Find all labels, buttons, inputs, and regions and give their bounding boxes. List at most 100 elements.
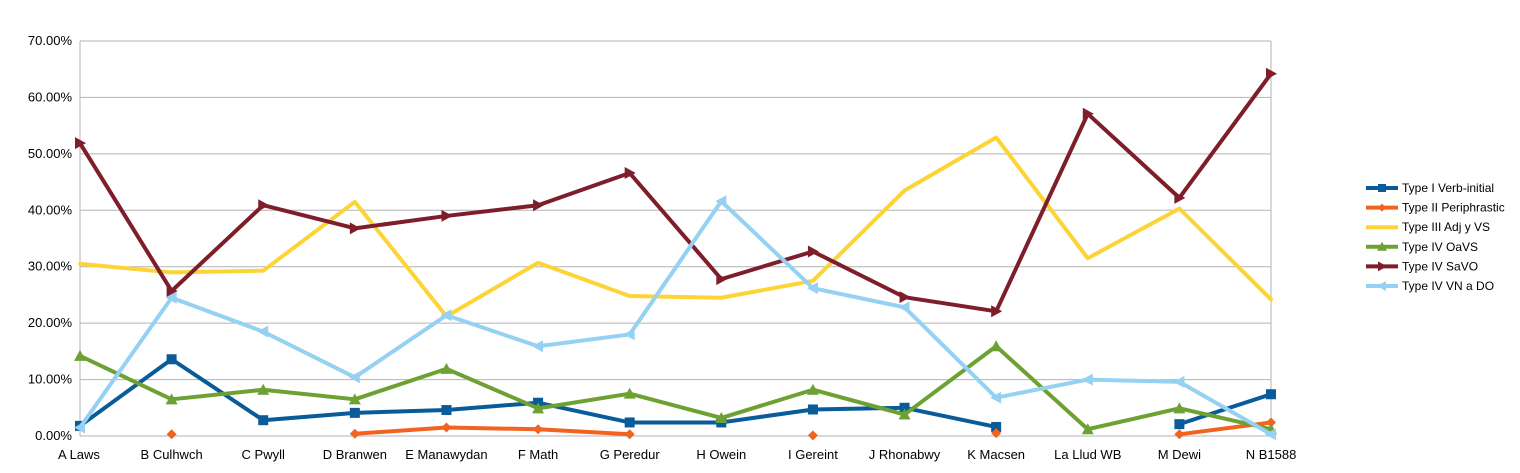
x-tick-label: G Peredur	[600, 447, 661, 462]
plot-area	[79, 41, 1272, 436]
data-point	[807, 430, 818, 441]
y-axis: 0.00% 10.00% 20.00% 30.00% 40.00% 50.00% 60.00…	[28, 33, 73, 443]
data-point	[991, 305, 1003, 318]
legend-label: Type II Periphrastic	[1402, 201, 1505, 215]
data-point	[258, 415, 269, 426]
series-type-iv-oavs	[74, 340, 1277, 435]
data-point	[74, 349, 86, 361]
data-point	[1173, 402, 1186, 414]
series-type-iii-adj-y-vs	[78, 135, 1273, 319]
series-type-i-verb-initial	[75, 354, 1276, 432]
legend-item: Type II Periphrastic	[1366, 201, 1505, 215]
data-point	[991, 428, 1002, 439]
y-tick-label: 0.00%	[35, 428, 72, 443]
data-point	[624, 429, 635, 440]
legend-item: Type IV OaVS	[1366, 240, 1478, 254]
legend: Type I Verb-initial Type II Periphrastic T…	[1366, 181, 1505, 293]
x-axis: A Laws B Culhwch C Pwyll D Branwen E Manawyd…	[58, 447, 1296, 462]
data-point	[349, 407, 360, 418]
x-tick-label: B Culhwch	[141, 447, 203, 462]
data-point	[441, 405, 452, 416]
x-tick-label: K Macsen	[967, 447, 1025, 462]
series-line	[78, 135, 1273, 319]
x-tick-label: I Gereint	[788, 447, 838, 462]
x-tick-label: C Pwyll	[242, 447, 285, 462]
y-tick-label: 20.00%	[28, 315, 73, 330]
data-point	[716, 273, 728, 286]
data-point	[1265, 428, 1276, 441]
series-type-iv-savo	[75, 67, 1277, 318]
data-point	[349, 222, 361, 235]
legend-label: Type IV VN a DO	[1402, 279, 1494, 293]
data-point	[1081, 373, 1093, 386]
data-point	[1174, 191, 1186, 204]
x-tick-label: A Laws	[58, 447, 100, 462]
data-point	[348, 371, 360, 384]
x-tick-label: M Dewi	[1158, 447, 1201, 462]
data-point	[715, 195, 727, 208]
data-point	[807, 404, 818, 415]
data-point	[257, 383, 270, 395]
x-tick-label: F Math	[518, 447, 558, 462]
data-point	[1081, 423, 1094, 435]
data-point	[258, 199, 270, 212]
data-point	[441, 422, 452, 433]
data-point	[807, 245, 819, 258]
data-point	[257, 325, 269, 338]
data-point	[1378, 203, 1386, 212]
y-tick-label: 40.00%	[28, 202, 73, 217]
legend-label: Type I Verb-initial	[1402, 181, 1494, 195]
data-point	[623, 387, 636, 399]
data-point	[715, 411, 728, 423]
data-point	[624, 417, 635, 428]
legend-item: Type I Verb-initial	[1366, 181, 1494, 195]
legend-item: Type IV SaVO	[1366, 259, 1478, 273]
y-tick-label: 50.00%	[28, 146, 73, 161]
x-tick-label: N B1588	[1246, 447, 1297, 462]
x-tick-label: D Branwen	[323, 447, 387, 462]
data-point	[898, 301, 910, 314]
data-point	[1377, 241, 1387, 251]
data-point	[441, 209, 453, 222]
data-point	[806, 383, 819, 395]
data-point	[623, 328, 635, 341]
data-point	[440, 362, 453, 374]
series-line	[352, 425, 632, 437]
x-tick-label: H Owein	[696, 447, 746, 462]
data-point	[1266, 389, 1276, 400]
data-point	[1174, 429, 1185, 440]
data-point	[74, 421, 85, 434]
data-point	[624, 167, 636, 180]
data-point	[899, 291, 911, 304]
data-point	[1173, 375, 1185, 388]
legend-item: Type IV VN a DO	[1366, 279, 1494, 293]
data-point	[532, 340, 544, 353]
legend-label: Type III Adj y VS	[1402, 220, 1490, 234]
data-point	[991, 421, 1002, 432]
data-point	[440, 309, 452, 322]
data-point	[166, 354, 177, 365]
data-point	[1266, 417, 1276, 428]
data-point	[1378, 261, 1387, 272]
data-point	[532, 402, 545, 414]
legend-label: Type IV OaVS	[1402, 240, 1478, 254]
data-point	[806, 282, 818, 295]
data-point	[165, 291, 177, 304]
data-point	[75, 137, 86, 150]
y-tick-label: 60.00%	[28, 89, 73, 104]
y-tick-label: 30.00%	[28, 259, 73, 274]
data-point	[990, 340, 1003, 352]
data-point	[166, 284, 178, 297]
legend-label: Type IV SaVO	[1402, 259, 1478, 273]
data-point	[349, 428, 360, 439]
legend-item: Type III Adj y VS	[1366, 220, 1490, 234]
data-point	[1082, 107, 1094, 120]
data-point	[165, 393, 178, 405]
data-point	[533, 424, 544, 435]
x-tick-label: J Rhonabwy	[869, 447, 941, 462]
data-point	[1266, 67, 1277, 80]
data-point	[1174, 419, 1185, 430]
series-line	[78, 71, 1273, 314]
series-line	[78, 199, 1273, 437]
series-type-ii-periphrastic	[166, 417, 1276, 441]
